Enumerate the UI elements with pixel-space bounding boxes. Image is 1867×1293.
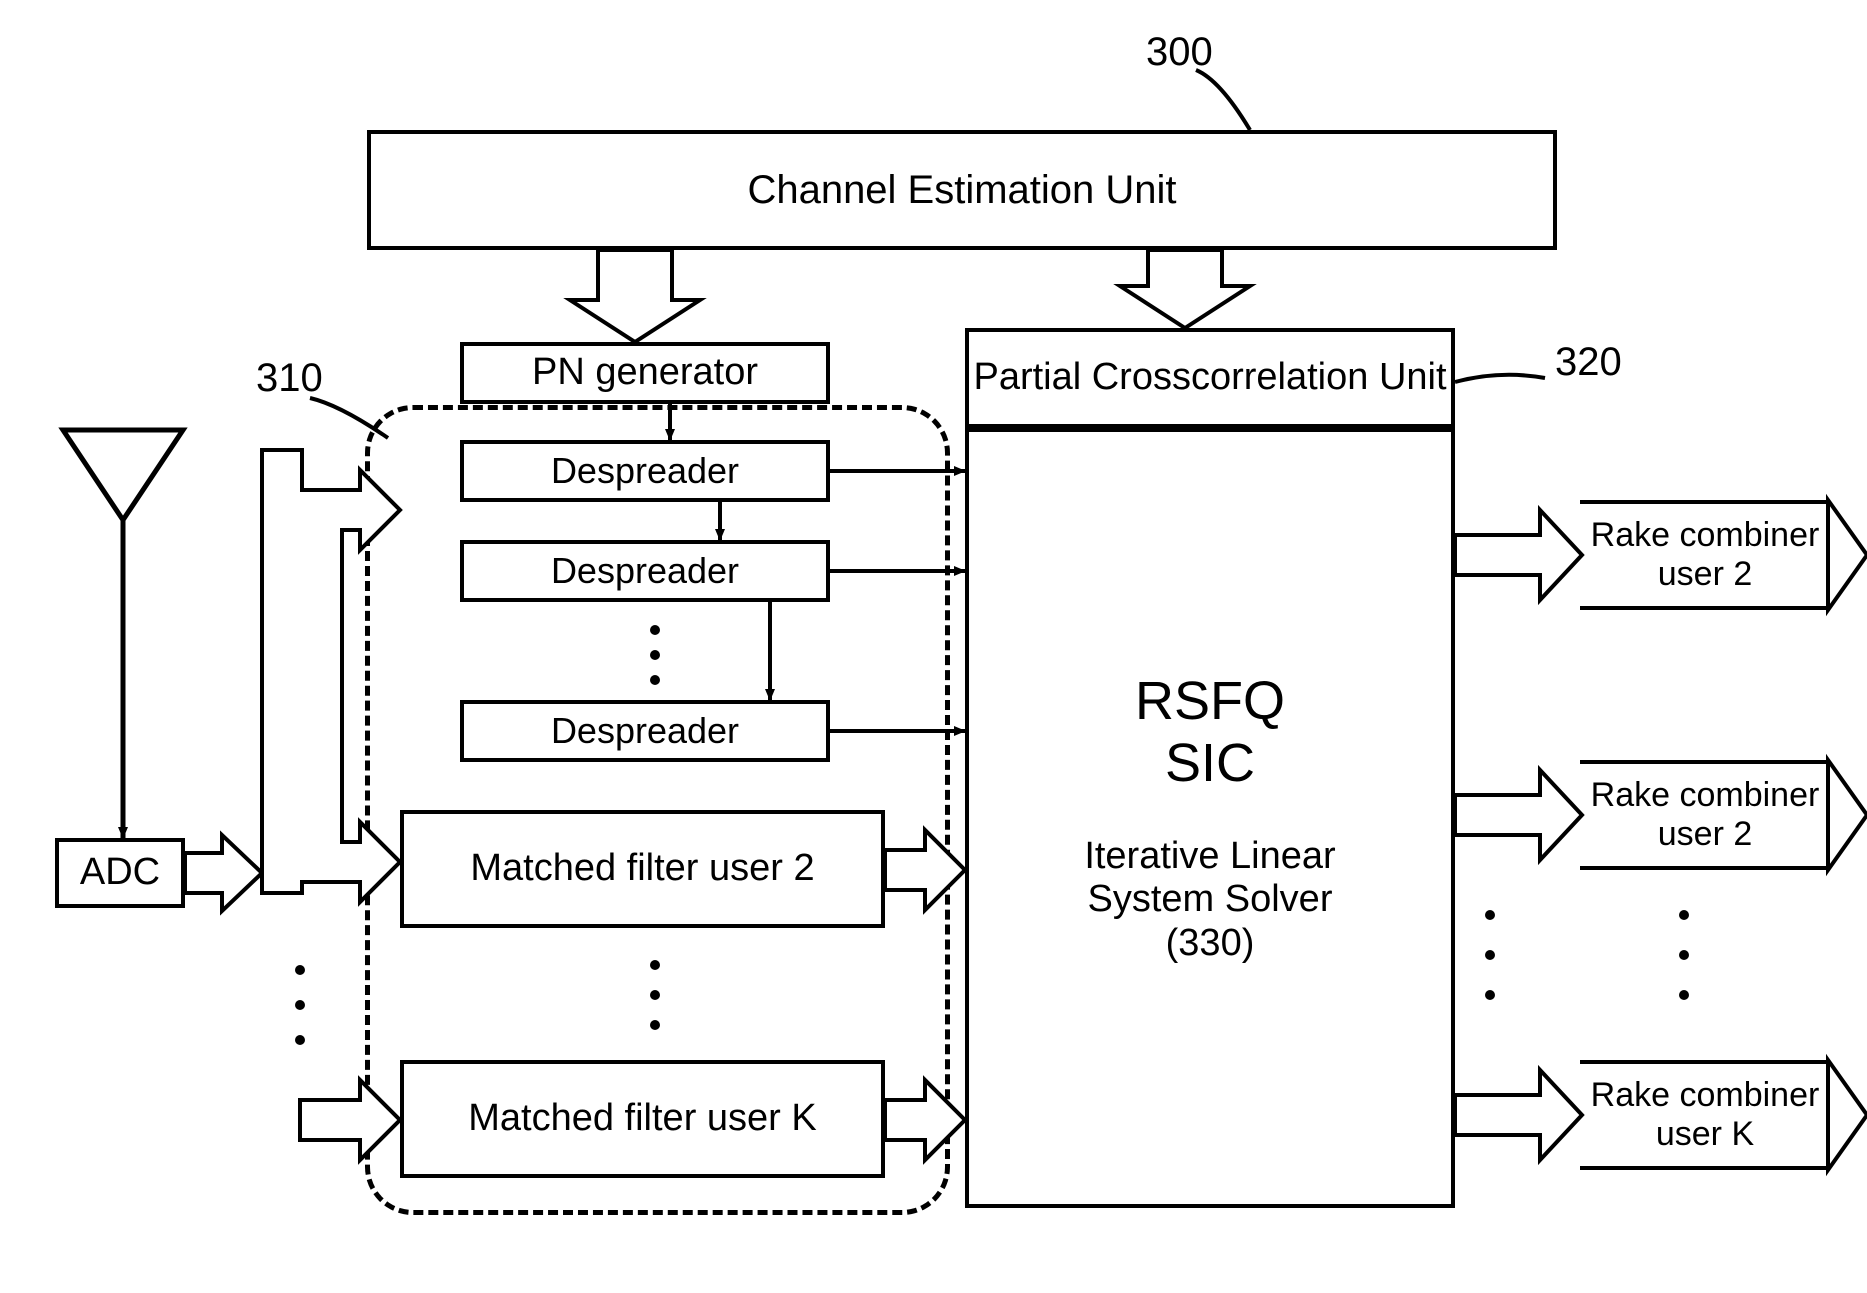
rake-combiner-2-label: Rake combiner user 2 xyxy=(1580,776,1830,854)
matched-filter-user-2-label: Matched filter user 2 xyxy=(470,847,814,891)
rake-combiner-k: Rake combiner user K xyxy=(1580,1060,1830,1170)
despreader-2: Despreader xyxy=(460,540,830,602)
partial-crosscorrelation-unit-label: Partial Crosscorrelation Unit xyxy=(973,356,1446,400)
matched-filter-user-k-label: Matched filter user K xyxy=(468,1097,816,1141)
adc-block: ADC xyxy=(55,838,185,908)
partial-crosscorrelation-unit: Partial Crosscorrelation Unit xyxy=(965,328,1455,428)
despreader-1: Despreader xyxy=(460,440,830,502)
ref-300: 300 xyxy=(1146,30,1213,75)
pn-generator-label: PN generator xyxy=(532,351,758,395)
pn-generator: PN generator xyxy=(460,342,830,404)
despreader-3-label: Despreader xyxy=(551,710,739,751)
ref-310: 310 xyxy=(256,356,323,401)
rake-combiner-2: Rake combiner user 2 xyxy=(1580,760,1830,870)
despreader-1-label: Despreader xyxy=(551,450,739,491)
arrow-ch-to-pn xyxy=(570,250,700,342)
arrow-rakek-out xyxy=(1828,1060,1867,1170)
arrow-adc-out xyxy=(185,835,262,911)
rsfq-sic-block: RSFQ SIC Iterative Linear System Solver … xyxy=(965,428,1455,1208)
rsfq-sic-subtitle: Iterative Linear System Solver (330) xyxy=(1084,835,1335,966)
arrow-ch-to-pcc xyxy=(1120,250,1250,328)
adc-label: ADC xyxy=(80,851,160,895)
arrow-rsfq-to-rakek xyxy=(1455,1070,1582,1160)
arrow-rsfq-to-rake2 xyxy=(1455,770,1582,860)
despreader-3: Despreader xyxy=(460,700,830,762)
arrow-rake2-out xyxy=(1828,760,1867,870)
matched-filter-user-2: Matched filter user 2 xyxy=(400,810,885,928)
despreader-2-label: Despreader xyxy=(551,550,739,591)
matched-filter-user-k: Matched filter user K xyxy=(400,1060,885,1178)
channel-estimation-unit: Channel Estimation Unit xyxy=(367,130,1557,250)
rake-combiner-1-label: Rake combiner user 2 xyxy=(1580,516,1830,594)
rake-combiner-k-label: Rake combiner user K xyxy=(1580,1076,1830,1154)
ref-320: 320 xyxy=(1555,340,1622,385)
arrow-rsfq-to-rake1 xyxy=(1455,510,1582,600)
diagram-stage: 300 310 320 Channel Estimation Unit PN g… xyxy=(0,0,1867,1293)
rake-combiner-1: Rake combiner user 2 xyxy=(1580,500,1830,610)
rsfq-sic-title: RSFQ SIC xyxy=(1135,670,1285,794)
arrow-rake1-out xyxy=(1828,500,1867,610)
channel-estimation-unit-label: Channel Estimation Unit xyxy=(747,167,1176,213)
antenna-icon xyxy=(63,430,183,838)
